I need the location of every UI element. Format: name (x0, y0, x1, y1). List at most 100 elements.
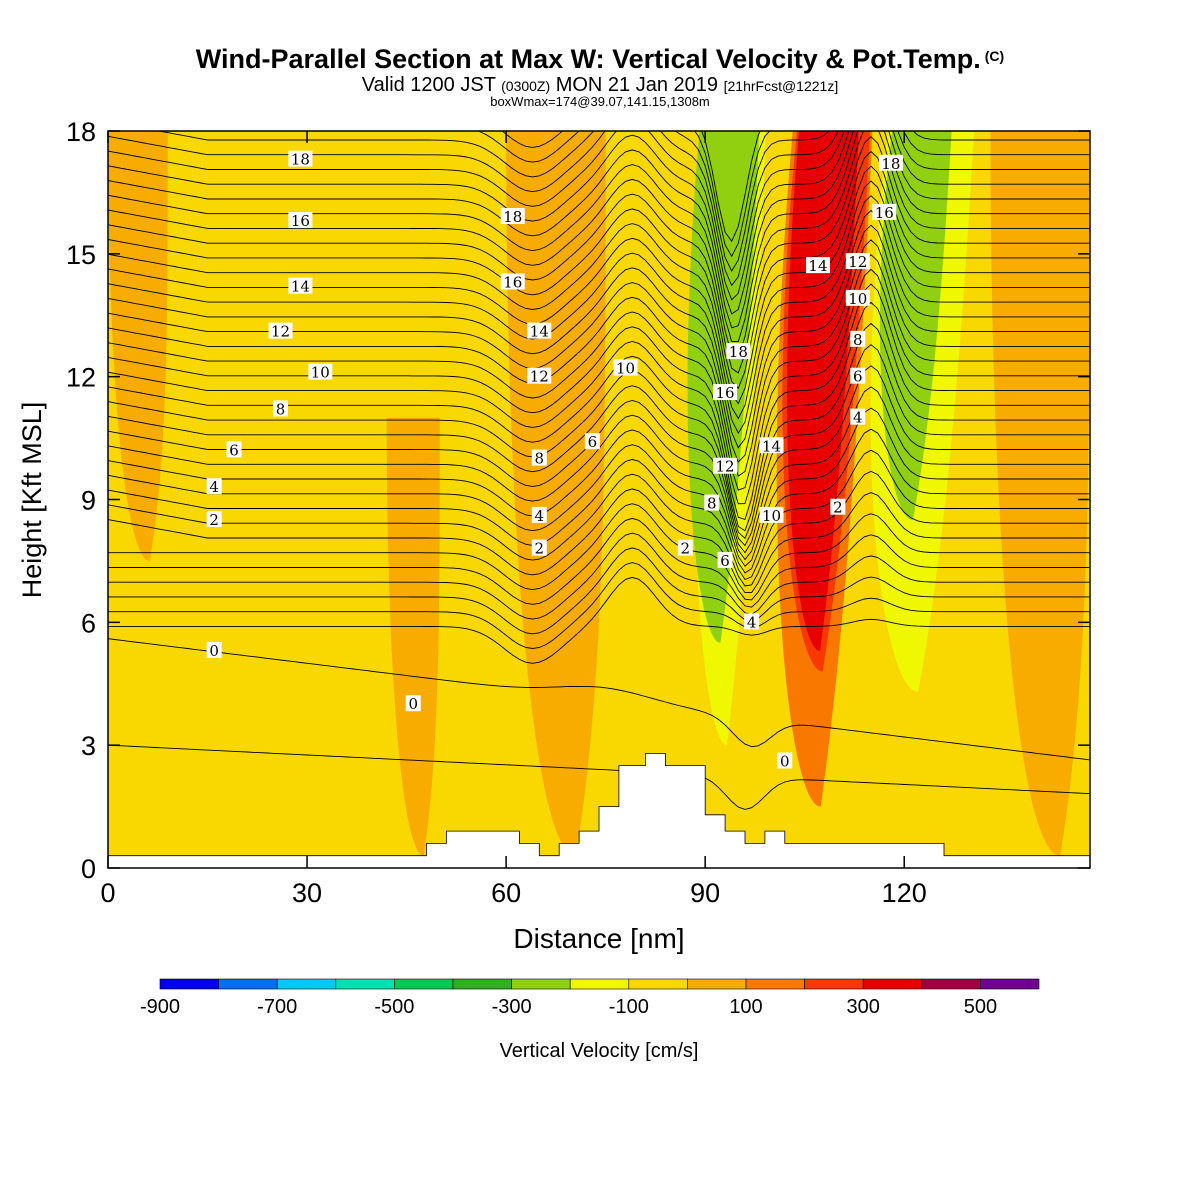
svg-text:12: 12 (716, 458, 735, 476)
svg-text:6: 6 (229, 441, 239, 459)
isentrope-label: 8 (704, 494, 720, 513)
colorbar-tick-label: -700 (257, 996, 297, 1018)
colorbar-swatch (218, 978, 278, 990)
isentrope-label: 12 (268, 322, 293, 341)
isentrope-label: 10 (308, 363, 333, 382)
y-tick-label: 12 (66, 363, 96, 393)
svg-text:12: 12 (271, 323, 290, 341)
svg-text:8: 8 (707, 495, 717, 513)
y-axis-label: Height [Kft MSL] (17, 402, 47, 599)
colorbar-swatch (452, 978, 512, 990)
svg-text:16: 16 (503, 273, 522, 291)
valid-prefix: Valid 1200 JST (361, 74, 496, 96)
isentrope-label: 18 (726, 343, 751, 361)
svg-text:0: 0 (408, 695, 418, 713)
isentrope-label: 16 (713, 384, 738, 402)
svg-text:18: 18 (503, 208, 522, 226)
valid-utc: (0300Z) (501, 78, 551, 94)
x-tick-label: 60 (491, 878, 521, 908)
svg-text:6: 6 (588, 433, 598, 451)
isentrope-label: 0 (405, 695, 421, 713)
colorbar-tick-label: 500 (964, 996, 997, 1018)
isentrope-label: 2 (531, 539, 547, 558)
x-axis-label: Distance [nm] (513, 923, 684, 954)
isentrope-label: 10 (845, 289, 870, 308)
isentrope-label: 4 (206, 478, 222, 496)
isentrope-label: 6 (584, 433, 600, 451)
y-tick-label: 3 (81, 731, 96, 761)
isentrope-label: 12 (527, 367, 552, 386)
isentrope-label: 18 (878, 154, 903, 173)
svg-text:10: 10 (762, 507, 781, 525)
colorbar-swatch (628, 978, 688, 990)
isentrope-label: 10 (759, 506, 784, 525)
valid-time: Valid 1200 JST (0300Z) MON 21 Jan 2019 [… (0, 74, 1200, 97)
colorbar-tick-label: -300 (492, 996, 532, 1018)
svg-text:12: 12 (848, 253, 867, 271)
svg-text:8: 8 (853, 331, 863, 349)
isentrope-label: 0 (206, 641, 222, 660)
isentrope-lines (108, 131, 1090, 810)
svg-text:14: 14 (808, 257, 827, 275)
colorbar-swatch (862, 978, 923, 990)
svg-text:0: 0 (780, 753, 790, 771)
isentrope-label: 12 (845, 253, 870, 271)
colorbar-swatch (394, 978, 454, 990)
colorbar-swatch (335, 978, 395, 990)
terrain (108, 753, 1090, 868)
svg-text:10: 10 (311, 364, 330, 382)
y-tick-label: 18 (66, 117, 96, 147)
isentrope-label: 4 (850, 408, 866, 427)
isentrope-label: 6 (717, 551, 733, 570)
colorbar-swatch (745, 978, 805, 990)
x-tick-label: 90 (690, 878, 720, 908)
x-tick-label: 30 (292, 878, 322, 908)
svg-text:18: 18 (729, 343, 748, 361)
isentrope-label: 16 (872, 203, 897, 222)
svg-text:6: 6 (853, 368, 863, 386)
y-tick-label: 6 (81, 608, 96, 638)
velocity-region-1 (386, 417, 440, 856)
isentrope-label: 4 (744, 613, 760, 631)
isentrope-label: 16 (500, 273, 525, 291)
x-tick-label: 120 (882, 878, 927, 908)
isentrope-label: 6 (850, 367, 866, 386)
isentrope-labels: 18 16 14 12 10 8 6 4 2 0 0 18 16 14 12 10 8 6 4 2 18 16 14 12 10… (206, 150, 903, 771)
isentrope-label: 14 (805, 257, 830, 275)
velocity-region-7 (787, 131, 859, 651)
isentrope-label: 10 (613, 359, 638, 377)
colorbar: -900 -700 -500 -300 -100 100 300 500 (140, 978, 1040, 1018)
terrain-mask (108, 753, 1090, 868)
colorbar-swatch (511, 978, 571, 990)
svg-text:16: 16 (291, 212, 310, 230)
velocity-region-0 (108, 131, 168, 561)
isentrope-label: 8 (273, 400, 289, 418)
isentrope-label: 2 (677, 539, 693, 558)
colorbar-tick-label: -100 (609, 996, 649, 1018)
y-tick-label: 0 (81, 854, 96, 884)
svg-text:14: 14 (762, 437, 781, 455)
isentrope-label: 14 (288, 277, 313, 296)
colorbar-tick-label: 100 (729, 996, 762, 1018)
copyright-mark: (C) (984, 48, 1005, 64)
svg-text:2: 2 (535, 540, 545, 558)
y-tick-label: 15 (66, 240, 96, 270)
svg-text:4: 4 (535, 507, 545, 525)
isentrope-label: 8 (531, 449, 547, 468)
svg-text:18: 18 (291, 151, 310, 169)
svg-text:18: 18 (881, 155, 900, 173)
forecast-info: [21hrFcst@1221z] (723, 78, 839, 94)
svg-text:14: 14 (291, 278, 310, 296)
isentrope-label: 8 (850, 330, 866, 349)
svg-text:2: 2 (833, 499, 843, 517)
colorbar-swatch (921, 978, 981, 990)
svg-text:2: 2 (209, 511, 219, 529)
x-tick-label: 0 (100, 878, 115, 908)
colorbar-tick-label: 300 (847, 996, 880, 1018)
box-wmax-info: boxWmax=174@39.07,141.15,1308m (490, 94, 710, 109)
colorbar-label: Vertical Velocity [cm/s] (500, 1040, 699, 1062)
colorbar-swatch (276, 978, 337, 990)
isentrope-label: 4 (531, 506, 547, 525)
